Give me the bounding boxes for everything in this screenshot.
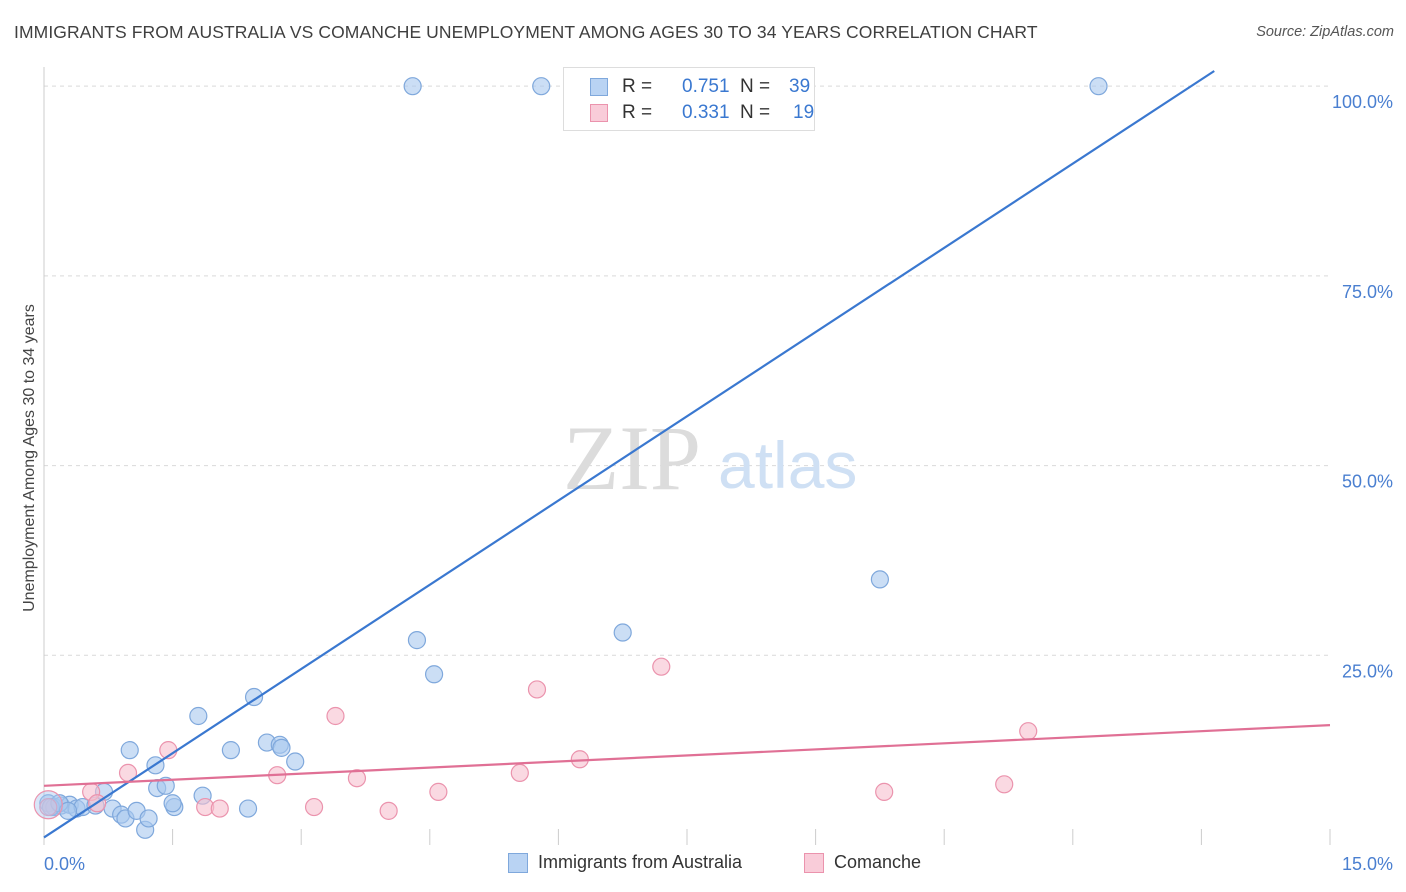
legend-n-label: N = bbox=[740, 102, 771, 123]
australia-point bbox=[139, 809, 158, 828]
legend-r-label: R = bbox=[622, 76, 653, 97]
y-tick-label: 25.0% bbox=[1342, 661, 1393, 681]
y-tick-label: 50.0% bbox=[1342, 472, 1393, 492]
legend-swatch-pink bbox=[590, 104, 608, 122]
comanche-point bbox=[652, 657, 671, 676]
y-tick-label: 100.0% bbox=[1332, 92, 1393, 112]
australia-point bbox=[407, 631, 427, 650]
comanche-point bbox=[347, 769, 367, 788]
australia-point bbox=[120, 741, 139, 760]
watermark: ZIP atlas bbox=[563, 407, 857, 509]
australia-point bbox=[238, 799, 258, 818]
legend-swatch-pink bbox=[804, 853, 824, 873]
tick-labels: 25.0% 50.0% 75.0% 100.0% 0.0% 15.0% bbox=[44, 92, 1393, 874]
australia-point bbox=[403, 77, 422, 96]
trend-lines bbox=[43, 70, 1331, 839]
x-tick-label: 15.0% bbox=[1342, 854, 1393, 874]
legend-label-australia: Immigrants from Australia bbox=[538, 852, 743, 872]
x-tick-label: 0.0% bbox=[44, 854, 85, 874]
gridlines bbox=[44, 85, 1330, 656]
correlation-legend: R = 0.751 N = 39 R = 0.331 N = 19 bbox=[563, 67, 815, 131]
axes bbox=[43, 67, 1331, 845]
legend-n-value: 19 bbox=[793, 102, 815, 123]
watermark-atlas: atlas bbox=[718, 428, 857, 502]
comanche-point bbox=[510, 763, 529, 783]
legend-r-value: 0.751 bbox=[682, 76, 730, 97]
australia-point bbox=[189, 706, 208, 726]
chart-title: IMMIGRANTS FROM AUSTRALIA VS COMANCHE UN… bbox=[14, 22, 1038, 42]
comanche-point bbox=[210, 799, 229, 818]
comanche-point bbox=[379, 801, 398, 820]
australia-point bbox=[1089, 77, 1108, 96]
comanche-point bbox=[39, 797, 58, 817]
data-points bbox=[33, 77, 1108, 839]
comanche-point bbox=[304, 797, 324, 817]
legend-swatch-blue bbox=[590, 78, 608, 96]
comanche-point bbox=[326, 706, 345, 726]
legend-r-label: R = bbox=[622, 102, 653, 123]
legend-r-value: 0.331 bbox=[682, 102, 730, 123]
australia-point bbox=[424, 665, 444, 684]
source-label: Source: ZipAtlas.com bbox=[1256, 24, 1394, 40]
australia-point bbox=[163, 794, 182, 813]
legend-n-value: 39 bbox=[789, 76, 811, 97]
watermark-zip: ZIP bbox=[563, 407, 701, 509]
australia-point bbox=[286, 752, 305, 771]
comanche-point bbox=[875, 782, 894, 801]
comanche-point bbox=[527, 680, 547, 699]
legend-swatch-blue bbox=[508, 853, 528, 873]
y-axis-label: Unemployment Among Ages 30 to 34 years bbox=[21, 304, 38, 612]
comanche-point bbox=[429, 782, 448, 801]
australia-trend-line bbox=[43, 70, 1215, 839]
cluster-blob bbox=[33, 790, 63, 820]
australia-point bbox=[221, 741, 240, 760]
comanche-point bbox=[995, 775, 1014, 794]
australia-point bbox=[244, 687, 264, 707]
legend-label-comanche: Comanche bbox=[834, 852, 922, 872]
australia-point bbox=[532, 77, 551, 96]
australia-point bbox=[272, 738, 291, 757]
comanche-trend-line bbox=[43, 724, 1331, 787]
australia-point bbox=[613, 623, 632, 642]
australia-point bbox=[58, 801, 78, 820]
australia-point bbox=[156, 776, 175, 795]
comanche-point bbox=[1019, 722, 1038, 741]
y-tick-label: 75.0% bbox=[1342, 282, 1393, 302]
australia-point bbox=[870, 570, 890, 589]
legend-n-label: N = bbox=[740, 76, 771, 97]
